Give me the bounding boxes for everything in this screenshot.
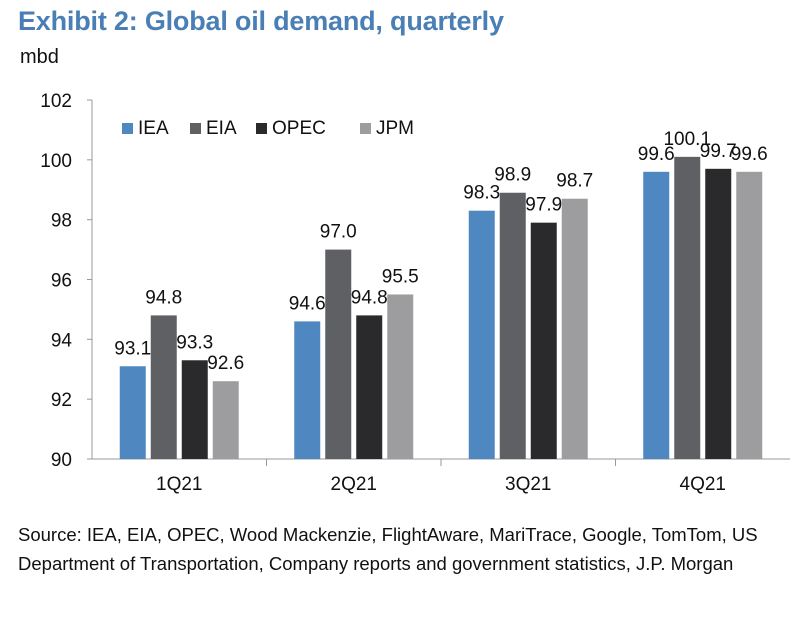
bar-jpm-3q21 <box>561 198 588 459</box>
data-label-jpm-3q21: 98.7 <box>556 171 593 192</box>
y-tick-label: 94 <box>51 330 73 351</box>
legend-swatch-iea <box>122 123 133 134</box>
data-label-iea-4q21: 99.6 <box>638 144 675 165</box>
chart-title: Exhibit 2: Global oil demand, quarterly <box>18 6 504 36</box>
data-label-opec-1q21: 93.3 <box>176 332 213 353</box>
data-label-jpm-4q21: 99.6 <box>731 144 768 165</box>
chart-axes: 90 92 94 96 98 100 102 1Q21 2Q21 3Q21 4Q21 <box>40 91 790 495</box>
bar-opec-4q21 <box>705 168 732 459</box>
y-tick-label: 98 <box>51 211 72 232</box>
y-axis-unit-label: mbd <box>20 46 59 68</box>
data-label-iea-2q21: 94.6 <box>289 293 326 314</box>
bar-opec-2q21 <box>356 315 383 459</box>
data-label-eia-3q21: 98.9 <box>494 165 531 186</box>
source-note: Source: IEA, EIA, OPEC, Wood Mackenzie, … <box>18 524 758 574</box>
x-tick-label: 3Q21 <box>505 474 551 495</box>
bar-iea-1q21 <box>119 366 146 459</box>
x-tick-label: 2Q21 <box>331 474 377 495</box>
data-label-iea-1q21: 93.1 <box>114 338 151 359</box>
bar-eia-1q21 <box>150 315 177 459</box>
bar-jpm-2q21 <box>387 294 414 459</box>
bar-jpm-1q21 <box>212 381 239 459</box>
data-label-jpm-2q21: 95.5 <box>382 266 419 287</box>
data-label-opec-4q21: 99.7 <box>700 141 737 162</box>
legend-swatch-eia <box>190 123 201 134</box>
y-tick-label: 100 <box>40 151 72 172</box>
legend-label-jpm: JPM <box>376 118 414 139</box>
chart-legend: IEA EIA OPEC JPM <box>122 118 414 139</box>
data-label-opec-2q21: 94.8 <box>351 287 388 308</box>
data-label-eia-2q21: 97.0 <box>320 222 357 243</box>
data-label-opec-3q21: 97.9 <box>525 195 562 216</box>
data-label-iea-3q21: 98.3 <box>463 183 500 204</box>
chart-bars <box>119 156 763 460</box>
x-tick-label: 1Q21 <box>156 474 202 495</box>
bar-eia-4q21 <box>674 156 701 459</box>
bar-eia-3q21 <box>499 192 526 459</box>
y-tick-label: 92 <box>51 390 72 411</box>
data-label-eia-4q21: 100.1 <box>663 129 711 150</box>
chart-data-labels: 93.194.893.392.694.697.094.895.598.398.9… <box>114 129 767 374</box>
bar-iea-4q21 <box>643 171 670 460</box>
y-tick-label: 90 <box>51 450 72 471</box>
legend-swatch-jpm <box>360 123 371 134</box>
x-tick-label: 4Q21 <box>680 474 726 495</box>
bar-iea-2q21 <box>294 321 321 459</box>
legend-swatch-opec <box>256 123 267 134</box>
data-label-eia-1q21: 94.8 <box>145 287 182 308</box>
bar-iea-3q21 <box>468 210 495 459</box>
legend-label-eia: EIA <box>206 118 237 139</box>
y-tick-label: 102 <box>40 91 72 112</box>
oil-demand-bar-chart: 90 92 94 96 98 100 102 1Q21 2Q21 3Q21 4Q21 93.1 94.… <box>40 91 790 495</box>
bar-opec-1q21 <box>181 360 208 459</box>
y-tick-label: 96 <box>51 271 72 292</box>
legend-label-iea: IEA <box>138 118 169 139</box>
data-label-jpm-1q21: 92.6 <box>207 353 244 374</box>
legend-label-opec: OPEC <box>272 118 326 139</box>
bar-opec-3q21 <box>530 222 557 459</box>
bar-jpm-4q21 <box>736 171 763 460</box>
bar-eia-2q21 <box>325 249 352 459</box>
